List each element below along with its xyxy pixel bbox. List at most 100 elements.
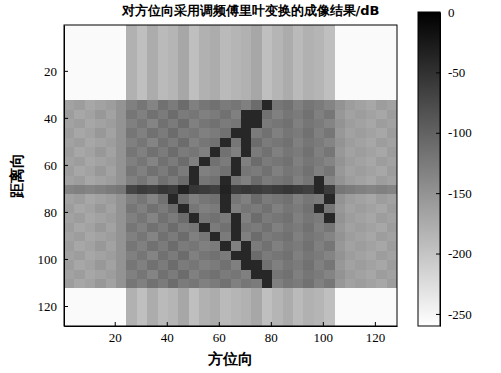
heatmap-cell xyxy=(126,298,137,308)
heatmap-cell xyxy=(293,166,304,176)
heatmap-cell xyxy=(178,204,189,214)
heatmap-cell xyxy=(293,147,304,157)
heatmap-cell xyxy=(74,279,85,289)
heatmap-cell xyxy=(376,307,387,317)
heatmap-cell xyxy=(116,100,127,110)
heatmap-cell xyxy=(262,63,273,73)
heatmap-cell xyxy=(376,63,387,73)
heatmap-cell xyxy=(220,53,231,63)
heatmap-cell xyxy=(106,317,117,326)
heatmap-cell xyxy=(262,166,273,176)
heatmap-cell xyxy=(95,232,106,242)
heatmap-cell xyxy=(210,128,221,138)
heatmap-cell xyxy=(335,25,346,35)
heatmap-cell xyxy=(272,260,283,270)
heatmap-cell xyxy=(387,204,397,214)
heatmap-cell xyxy=(251,288,262,298)
heatmap-cell xyxy=(387,138,397,148)
heatmap-cell xyxy=(366,110,377,120)
heatmap-cell xyxy=(376,157,387,167)
tick-label: 120 xyxy=(38,299,58,314)
heatmap-cell xyxy=(210,25,221,35)
heatmap-cell xyxy=(324,72,335,82)
heatmap-cell xyxy=(283,176,294,186)
heatmap-cell xyxy=(241,176,252,186)
heatmap-cell xyxy=(241,307,252,317)
heatmap-cell xyxy=(324,185,335,195)
heatmap-cell xyxy=(106,72,117,82)
heatmap-cell xyxy=(126,204,137,214)
heatmap-cell xyxy=(210,138,221,148)
heatmap-cell xyxy=(220,34,231,44)
heatmap-cell xyxy=(387,213,397,223)
tick: 20 xyxy=(44,64,68,79)
heatmap-cell xyxy=(272,185,283,195)
heatmap-cell xyxy=(355,53,366,63)
tick: 120 xyxy=(366,322,386,345)
heatmap-cell xyxy=(387,166,397,176)
heatmap-cell xyxy=(137,232,148,242)
tick-label: 0 xyxy=(448,5,455,20)
heatmap-cell xyxy=(126,232,137,242)
heatmap-cell xyxy=(283,119,294,129)
heatmap-cell xyxy=(345,288,356,298)
heatmap-cell xyxy=(335,53,346,63)
heatmap-cell xyxy=(210,317,221,326)
heatmap-cell xyxy=(355,260,366,270)
heatmap-cell xyxy=(210,223,221,233)
heatmap-cell xyxy=(85,213,96,223)
heatmap-cell xyxy=(220,241,231,251)
heatmap-cell xyxy=(335,176,346,186)
heatmap-cell xyxy=(345,270,356,280)
heatmap-cell xyxy=(220,223,231,233)
heatmap-cell xyxy=(106,110,117,120)
heatmap-cell xyxy=(335,251,346,261)
heatmap-cell xyxy=(303,110,314,120)
heatmap-cell xyxy=(355,232,366,242)
tick-label: 80 xyxy=(44,205,57,220)
heatmap-cell xyxy=(231,260,242,270)
heatmap-cell xyxy=(345,110,356,120)
heatmap-cell xyxy=(345,119,356,129)
heatmap-cell xyxy=(64,128,75,138)
heatmap-cell xyxy=(220,298,231,308)
heatmap-cell xyxy=(283,279,294,289)
heatmap-cell xyxy=(324,63,335,73)
heatmap-cell xyxy=(366,166,377,176)
tick-mark xyxy=(64,71,68,72)
heatmap-cell xyxy=(95,53,106,63)
heatmap-cell xyxy=(335,147,346,157)
heatmap-cell xyxy=(168,72,179,82)
heatmap-cell xyxy=(272,288,283,298)
heatmap-cell xyxy=(189,72,200,82)
heatmap-cell xyxy=(210,34,221,44)
heatmap-cell xyxy=(314,176,325,186)
heatmap-cell xyxy=(283,128,294,138)
heatmap-cell xyxy=(137,288,148,298)
tick: -200 xyxy=(436,246,472,261)
heatmap-cell xyxy=(106,241,117,251)
heatmap-cell xyxy=(345,100,356,110)
heatmap-cell xyxy=(95,298,106,308)
heatmap-cell xyxy=(387,63,397,73)
heatmap-cell xyxy=(283,232,294,242)
heatmap-cell xyxy=(324,288,335,298)
heatmap-cell xyxy=(178,53,189,63)
heatmap-cell xyxy=(303,307,314,317)
heatmap-cell xyxy=(376,279,387,289)
heatmap-cell xyxy=(74,185,85,195)
chart-root: 2040608010012020406080100120对方位向采用调频傅里叶变… xyxy=(0,0,501,373)
heatmap-cell xyxy=(126,72,137,82)
heatmap-cell xyxy=(178,251,189,261)
heatmap-cell xyxy=(85,185,96,195)
heatmap-cell xyxy=(251,213,262,223)
heatmap-cell xyxy=(231,157,242,167)
heatmap-cell xyxy=(95,204,106,214)
heatmap-cell xyxy=(168,232,179,242)
heatmap-cell xyxy=(189,251,200,261)
heatmap-cell xyxy=(283,110,294,120)
heatmap-cell xyxy=(85,81,96,91)
heatmap-cell xyxy=(95,317,106,326)
heatmap-cell xyxy=(189,166,200,176)
heatmap-cell xyxy=(220,213,231,223)
